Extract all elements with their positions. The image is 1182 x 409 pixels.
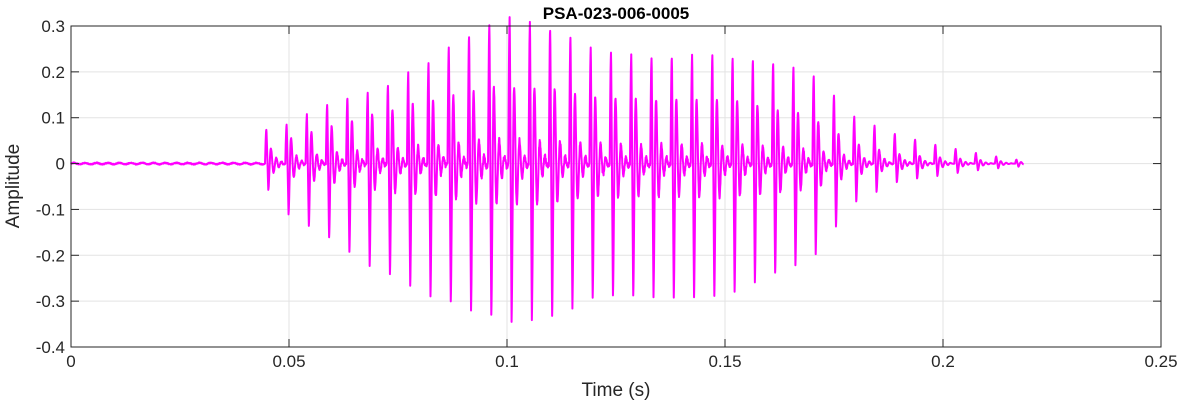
x-axis-label: Time (s) [582, 380, 651, 401]
chart-title: PSA-023-006-0005 [543, 4, 689, 23]
x-tick-label: 0.05 [272, 352, 305, 371]
y-tick-label: 0.2 [41, 63, 65, 82]
y-axis-label: Amplitude [3, 144, 24, 229]
x-tick-label: 0.1 [495, 352, 519, 371]
series-group [70, 16, 1025, 323]
x-tick-label: 0.25 [1144, 352, 1177, 371]
y-tick-label: 0 [56, 155, 65, 174]
x-tick-label: 0.2 [931, 352, 955, 371]
y-tick-label: -0.3 [36, 292, 65, 311]
y-tick-label: 0.1 [41, 109, 65, 128]
y-tick-label: 0.3 [41, 17, 65, 36]
y-tick-label: -0.4 [36, 338, 65, 357]
y-tick-label: -0.2 [36, 246, 65, 265]
x-tick-label: 0 [66, 352, 75, 371]
waveform-line [70, 16, 1025, 323]
x-tick-label: 0.15 [708, 352, 741, 371]
plot-area [71, 26, 1161, 347]
ticks: 0 0.05 0.1 0.15 0.2 0.25 -0.4 -0.3 -0.2 -0.1 0 0.1 0… [36, 17, 1178, 371]
axes-box [70, 25, 1162, 348]
y-tick-label: -0.1 [36, 200, 65, 219]
